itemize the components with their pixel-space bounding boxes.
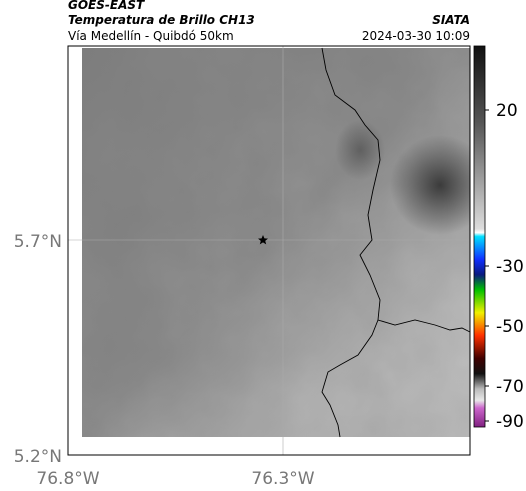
colorbar-label: -30 (496, 257, 524, 277)
colorbar (473, 45, 486, 428)
map-frame (67, 45, 471, 456)
lat-label: 5.7°N (14, 232, 62, 252)
subtitle: Vía Medellín - Quibdó 50km (68, 29, 234, 43)
borders (321, 47, 471, 438)
source: GOES-EAST (68, 0, 145, 12)
title: Temperatura de Brillo CH13 (68, 13, 255, 27)
datetime: 2024-03-30 10:09 (362, 29, 470, 43)
lon-label: 76.8°W (36, 469, 99, 489)
colorbar-label: 20 (496, 101, 518, 121)
colorbar-label: -90 (496, 412, 524, 432)
location-star (258, 235, 268, 245)
lat-label: 5.2°N (14, 447, 62, 467)
lon-label: 76.3°W (251, 469, 314, 489)
colorbar-label: -70 (496, 377, 524, 397)
colorbar-label: -50 (496, 317, 524, 337)
agency: SIATA (432, 13, 470, 27)
satellite-image (82, 48, 470, 437)
